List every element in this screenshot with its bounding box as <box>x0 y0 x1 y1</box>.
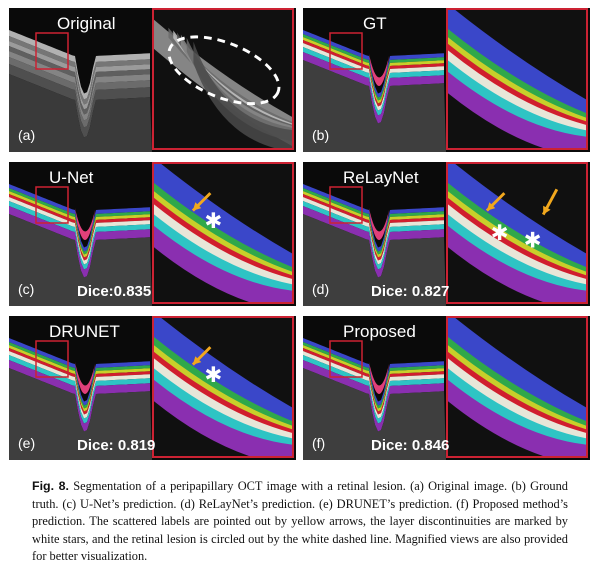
yellow-arrow-icon <box>541 188 559 216</box>
panel-c: ✱ U-Net (c) Dice:0.835 <box>9 162 296 306</box>
panel-title: U-Net <box>49 168 94 187</box>
panel-title: DRUNET <box>49 322 120 341</box>
yellow-arrow-icon <box>191 346 212 366</box>
panel-label: (d) <box>312 281 330 297</box>
panel-title: Original <box>57 14 116 33</box>
figure-caption: Fig. 8. Segmentation of a peripapillary … <box>32 478 568 566</box>
panel-label: (e) <box>18 435 36 451</box>
panel-b: GT (b) <box>303 8 590 152</box>
white-star-icon: ✱ <box>491 221 509 246</box>
magnified-view-c: ✱ <box>152 162 294 304</box>
panel-title: ReLayNet <box>343 168 419 187</box>
dice-score: Dice: 0.846 <box>371 437 450 454</box>
panel-d: ✱ ✱ ReLayNet (d) Dice: 0.827 <box>303 162 590 306</box>
yellow-arrow-icon <box>485 192 506 212</box>
panel-label: (c) <box>18 281 35 297</box>
oct-scan-e <box>9 316 152 460</box>
magnified-view-d: ✱ ✱ <box>446 162 588 304</box>
magnified-view-b <box>446 8 588 150</box>
panel-title: Proposed <box>343 322 416 341</box>
magnified-view-f <box>446 316 588 458</box>
dice-score: Dice:0.835 <box>77 283 152 300</box>
oct-scan-b <box>303 8 446 152</box>
lesion-ellipse <box>167 35 281 106</box>
oct-scan-d <box>303 162 446 306</box>
yellow-arrow-icon <box>191 192 212 212</box>
panel-f: Proposed (f) Dice: 0.846 <box>303 316 590 460</box>
panel-label: (b) <box>312 127 330 143</box>
caption-text: Segmentation of a peripapillary OCT imag… <box>32 479 568 563</box>
white-star-icon: ✱ <box>205 363 223 388</box>
white-star-icon: ✱ <box>205 209 223 234</box>
panel-label: (f) <box>312 435 326 451</box>
dice-score: Dice: 0.827 <box>371 283 450 300</box>
magnified-view-a <box>152 8 294 150</box>
oct-scan-a <box>9 8 152 152</box>
dice-score: Dice: 0.819 <box>77 437 156 454</box>
panel-a: Original (a) <box>9 8 296 152</box>
oct-scan-c <box>9 162 152 306</box>
caption-label: Fig. 8. <box>32 479 69 493</box>
panel-label: (a) <box>18 127 36 143</box>
panel-title: GT <box>363 14 387 33</box>
panel-e: ✱ DRUNET (e) Dice: 0.819 <box>9 316 296 460</box>
magnified-view-e: ✱ <box>152 316 294 458</box>
white-star-icon: ✱ <box>524 229 542 254</box>
oct-scan-f <box>303 316 446 460</box>
